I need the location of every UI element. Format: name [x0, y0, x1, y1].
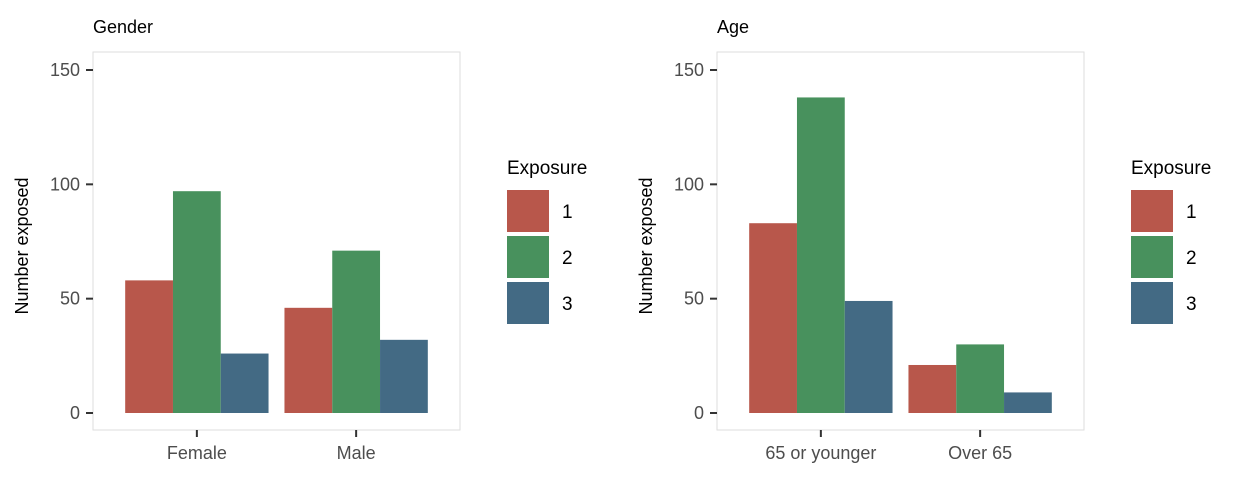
legend-key-1: [507, 190, 549, 232]
bar-female-exposure-1: [125, 280, 173, 413]
bar-male-exposure-3: [380, 339, 428, 413]
legend-label: 2: [1186, 248, 1197, 269]
chart-title: Gender: [93, 17, 153, 37]
y-tick-label: 50: [60, 289, 80, 309]
legend: Exposure 1 2 3: [1131, 158, 1211, 324]
legend-label: 3: [562, 294, 573, 315]
y-tick-label: 50: [684, 289, 704, 309]
legend-title: Exposure: [507, 158, 587, 179]
bar-female-exposure-3: [220, 353, 269, 413]
panel-gender: Gender 0 50 100 150 Number exposed Female Male E…: [12, 17, 587, 463]
bar-over-65-exposure-2: [956, 344, 1005, 413]
bar-65-or-younger-exposure-1: [749, 223, 797, 413]
legend-key-3: [507, 282, 549, 324]
y-tick-label: 150: [674, 60, 704, 80]
panel-age: Age 0 50 100 150 Number exposed 65 or younger O…: [636, 17, 1211, 463]
y-tick-label: 0: [70, 403, 80, 423]
legend-label: 1: [562, 202, 573, 223]
chart-title: Age: [717, 17, 749, 37]
y-tick-label: 100: [50, 174, 80, 194]
legend-key-2: [1131, 236, 1173, 278]
legend: Exposure 1 2 3: [507, 158, 587, 324]
legend-label: 3: [1186, 294, 1197, 315]
y-axis-title: Number exposed: [636, 177, 656, 314]
bar-65-or-younger-exposure-3: [844, 300, 893, 413]
y-tick-label: 0: [694, 403, 704, 423]
bar-65-or-younger-exposure-2: [796, 97, 845, 413]
bar-male-exposure-2: [332, 250, 381, 413]
x-tick-label: Female: [167, 443, 227, 463]
x-tick-label: Over 65: [948, 443, 1012, 463]
bar-female-exposure-2: [172, 191, 221, 413]
x-tick-label: Male: [337, 443, 376, 463]
y-axis-title: Number exposed: [12, 177, 32, 314]
bar-over-65-exposure-1: [908, 364, 957, 413]
legend-key-2: [507, 236, 549, 278]
legend-title: Exposure: [1131, 158, 1211, 179]
legend-key-3: [1131, 282, 1173, 324]
legend-key-1: [1131, 190, 1173, 232]
x-tick-label: 65 or younger: [765, 443, 876, 463]
legend-label: 1: [1186, 202, 1197, 223]
bar-over-65-exposure-3: [1004, 392, 1052, 413]
y-tick-label: 150: [50, 60, 80, 80]
plot-frame: [92, 51, 461, 431]
bar-male-exposure-1: [284, 307, 333, 413]
legend-label: 2: [562, 248, 573, 269]
y-tick-label: 100: [674, 174, 704, 194]
plot-frame: [716, 51, 1085, 431]
